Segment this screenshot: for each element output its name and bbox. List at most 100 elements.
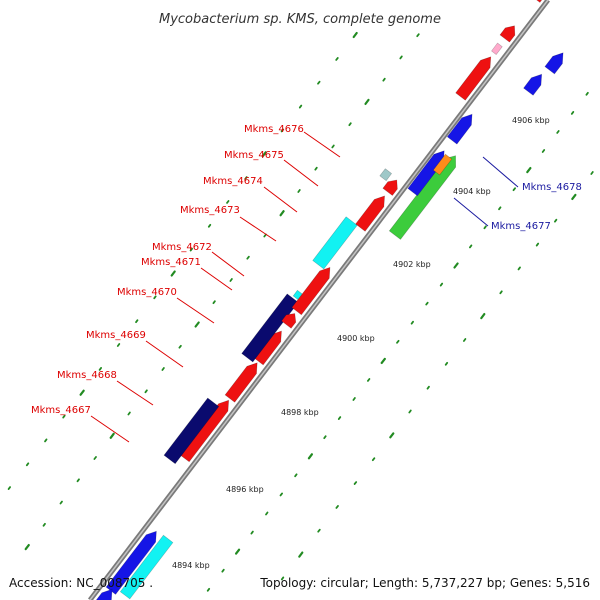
tick-mark	[206, 587, 211, 592]
gene-label-mkms-4672[interactable]: Mkms_4672	[152, 242, 212, 253]
tick-mark	[526, 167, 532, 174]
gene-label-mkms-4669[interactable]: Mkms_4669	[86, 330, 146, 341]
gene-label-mkms-4677[interactable]: Mkms_4677	[491, 221, 551, 232]
tick-mark	[337, 416, 342, 421]
tick-mark	[382, 77, 386, 82]
tick-mark	[62, 414, 66, 419]
tick-mark	[279, 210, 285, 217]
kbp-label-4902: 4902 kbp	[393, 260, 431, 269]
gene-feature-bottom-cyan[interactable]	[119, 534, 174, 600]
gene-feature-mkms-4678-orange[interactable]	[432, 153, 453, 176]
tick-mark	[335, 57, 339, 61]
tick-mark	[226, 200, 230, 204]
tick-mark	[178, 344, 182, 349]
tick-mark	[426, 385, 430, 390]
gene-feature-bottom-blue-2[interactable]	[94, 588, 113, 600]
kbp-label-4900: 4900 kbp	[337, 334, 375, 343]
gene-feature-right-blue-1[interactable]	[523, 73, 543, 96]
gene-feature-mkms-4668[interactable]	[163, 397, 220, 465]
tick-mark	[307, 453, 313, 460]
kbp-label-4906: 4906 kbp	[512, 116, 550, 125]
tick-mark	[535, 242, 540, 247]
gene-feature-mkms-4669[interactable]	[224, 362, 258, 403]
tick-mark	[499, 290, 503, 295]
gene-feature-mid-blue[interactable]	[446, 113, 473, 145]
gene-feature-top-red-3[interactable]	[530, 0, 560, 3]
tick-mark	[194, 321, 200, 328]
gene-feature-mkms-4673[interactable]	[291, 266, 331, 316]
leader-mkms-4675	[283, 159, 319, 187]
gene-feature-mkms-4678[interactable]	[407, 150, 445, 197]
tick-mark	[235, 548, 241, 555]
gene-feature-top-pink[interactable]	[491, 42, 503, 56]
gene-features	[94, 0, 564, 600]
tick-mark	[396, 339, 400, 344]
gene-feature-bottom-blue-1[interactable]	[105, 530, 157, 595]
tick-mark	[98, 366, 102, 371]
leader-mkms-4667	[90, 415, 130, 443]
gene-label-mkms-4676[interactable]: Mkms_4676	[244, 124, 304, 135]
tick-mark	[352, 397, 356, 401]
tick-mark	[483, 225, 487, 230]
kbp-label-4904: 4904 kbp	[453, 187, 491, 196]
tick-mark	[298, 551, 304, 558]
gene-label-mkms-4675[interactable]: Mkms_4675	[224, 150, 284, 161]
tick-mark	[570, 111, 575, 115]
tick-mark	[453, 262, 459, 269]
gene-label-mkms-4678[interactable]: Mkms_4678	[522, 182, 582, 193]
gene-feature-mkms-4671[interactable]	[281, 313, 297, 329]
tick-mark	[380, 357, 386, 364]
tick-mark	[416, 33, 420, 38]
tick-mark	[331, 144, 335, 149]
tick-mark	[280, 576, 285, 581]
gene-feature-top-red-1[interactable]	[455, 56, 492, 101]
tick-mark	[425, 301, 429, 306]
tick-mark	[366, 378, 371, 382]
tick-mark	[261, 151, 267, 158]
tick-mark	[399, 55, 403, 60]
tick-mark	[317, 528, 321, 533]
gene-feature-mkms-4675[interactable]	[355, 195, 385, 232]
gene-feature-mkms-4676b[interactable]	[379, 168, 393, 182]
tick-mark	[408, 409, 412, 414]
gene-label-mkms-4674[interactable]: Mkms_4674	[203, 176, 263, 187]
tick-mark	[352, 31, 358, 39]
tick-mark	[59, 500, 63, 505]
gene-label-mkms-4668[interactable]: Mkms_4668	[57, 370, 117, 381]
tick-mark	[246, 255, 250, 260]
tick-mark	[439, 282, 444, 287]
tick-mark	[207, 223, 212, 228]
gene-feature-mkms-4676[interactable]	[382, 179, 398, 196]
tick-mark	[7, 486, 12, 491]
tick-mark	[364, 98, 370, 106]
gene-label-mkms-4667[interactable]: Mkms_4667	[31, 405, 91, 416]
gene-label-mkms-4670[interactable]: Mkms_4670	[117, 287, 177, 298]
tick-mark	[297, 189, 301, 193]
tick-mark	[371, 457, 376, 462]
gene-feature-mkms-4674[interactable]	[312, 216, 358, 270]
gene-label-mkms-4671[interactable]: Mkms_4671	[141, 257, 201, 268]
leader-mkms-4670	[176, 297, 215, 324]
tick-mark	[244, 176, 248, 181]
tick-mark	[335, 504, 339, 509]
tick-mark	[410, 320, 415, 325]
gene-feature-right-blue-2[interactable]	[544, 52, 564, 75]
leader-mkms-4671	[200, 267, 233, 291]
genome-backbone-highlight	[89, 0, 549, 600]
accession-text: Accession: NC_008705 .	[9, 576, 153, 590]
leader-mkms-4668	[116, 380, 154, 406]
tick-mark	[127, 411, 131, 416]
tick-mark	[590, 171, 594, 175]
tick-mark	[585, 91, 589, 96]
tick-mark	[280, 128, 285, 133]
tick-mark	[25, 462, 30, 467]
gene-feature-top-red-2[interactable]	[499, 25, 516, 43]
tick-mark	[170, 270, 176, 277]
tick-mark	[314, 166, 318, 171]
leader-mkms-4676	[303, 131, 341, 158]
tick-mark	[116, 343, 121, 347]
gene-label-mkms-4673[interactable]: Mkms_4673	[180, 205, 240, 216]
tick-mark	[42, 522, 46, 527]
